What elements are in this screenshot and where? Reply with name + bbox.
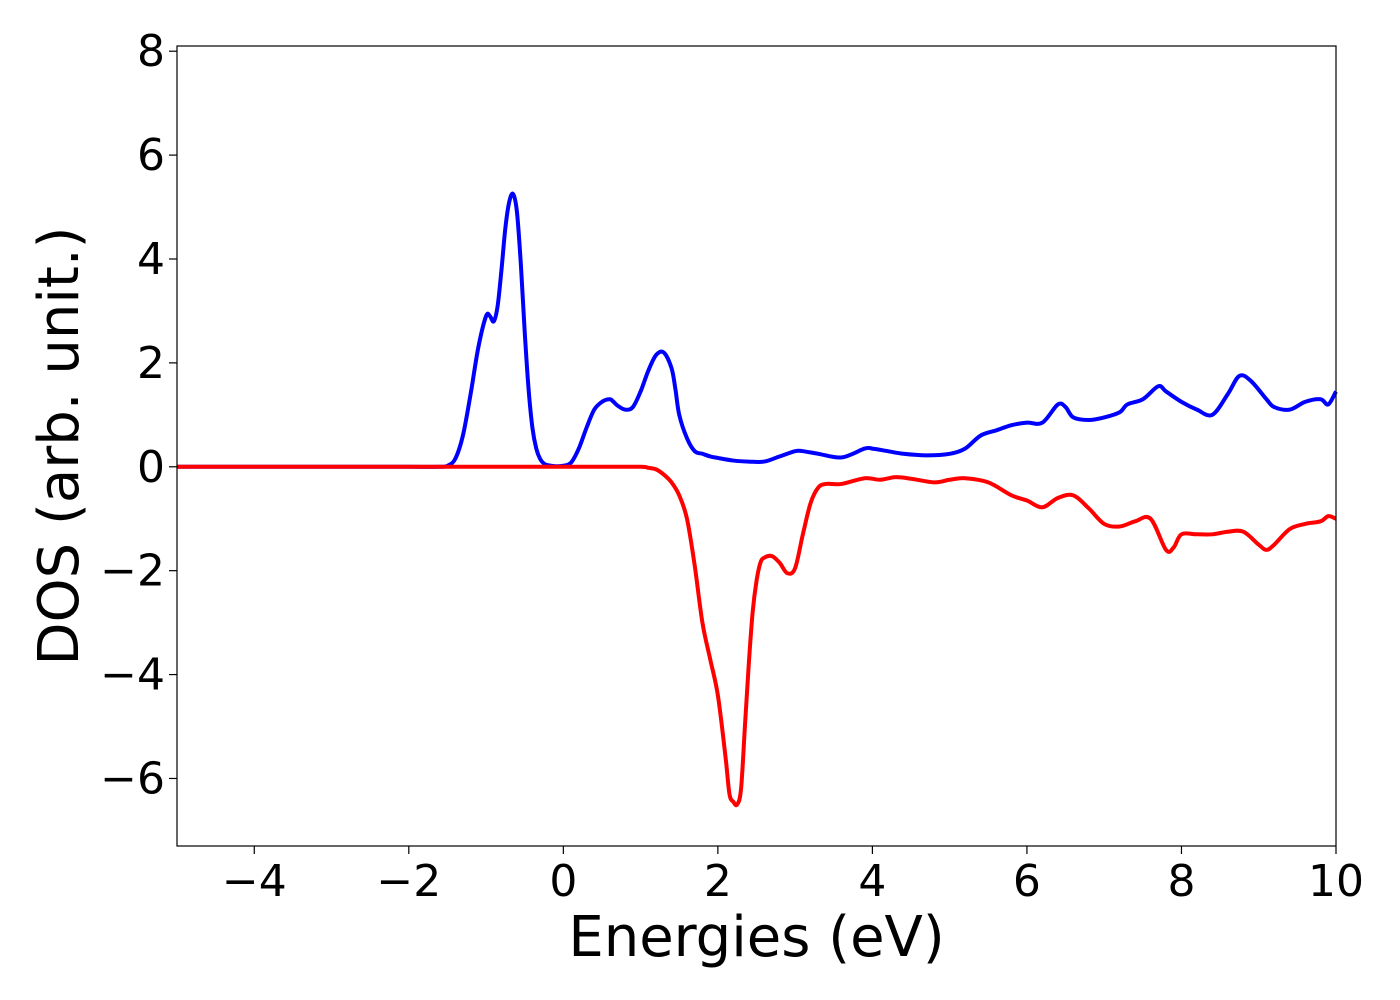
x-tick-label: 8 — [1167, 856, 1195, 907]
x-tick-label: 4 — [858, 856, 886, 907]
series-line-red — [177, 464, 1337, 808]
y-tick-label: −6 — [100, 753, 165, 804]
y-tick-label: −4 — [100, 650, 165, 701]
x-tick-label: 0 — [549, 856, 577, 907]
y-tick-label: 0 — [137, 442, 165, 493]
x-tick-label: 10 — [1308, 856, 1364, 907]
y-tick-label: 2 — [137, 338, 165, 389]
x-tick-label: 6 — [1013, 856, 1041, 907]
x-tick-label: −2 — [376, 856, 441, 907]
y-axis-label: DOS (arb. unit.) — [27, 226, 92, 665]
x-tick-label: 2 — [704, 856, 732, 907]
y-tick-label: 6 — [137, 130, 165, 181]
x-axis-label: Energies (eV) — [568, 905, 944, 970]
y-tick-label: 8 — [137, 26, 165, 77]
series-layer — [177, 191, 1338, 808]
x-axis-ticks: −4 −2 0 2 4 6 8 10 — [222, 846, 1364, 907]
y-tick-label: 4 — [137, 234, 165, 285]
series-line-blue — [177, 191, 1338, 469]
y-axis-ticks: −6 −4 −2 0 2 4 6 8 — [100, 26, 177, 804]
y-tick-label: −2 — [100, 546, 165, 597]
x-tick-label: −4 — [222, 856, 287, 907]
plot-frame — [176, 45, 1337, 847]
